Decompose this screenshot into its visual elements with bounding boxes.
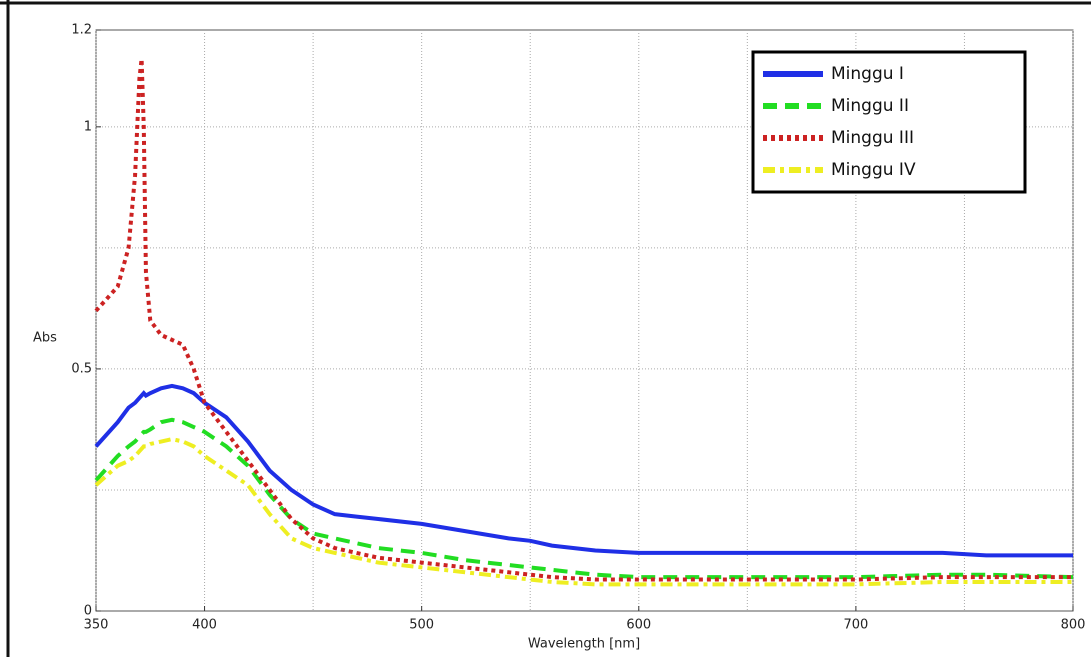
x-tick-label: 700 (843, 618, 868, 633)
y-tick-label: 1 (84, 119, 92, 134)
y-tick-label: 1.2 (71, 23, 92, 38)
x-axis-label: Wavelength [nm] (528, 637, 640, 652)
y-tick-label: 0.5 (71, 361, 92, 376)
x-tick-label: 350 (84, 618, 109, 633)
x-tick-label: 800 (1061, 618, 1086, 633)
legend-label: Minggu IV (831, 160, 916, 180)
legend: Minggu I Minggu II Minggu III Minggu IV (753, 52, 1025, 192)
legend-label: Minggu III (831, 128, 914, 148)
x-tick-label: 400 (192, 618, 217, 633)
legend-label: Minggu II (831, 96, 909, 116)
chart: Abs Wavelength [nm] 0 0.5 1 1.2 350 400 500 600… (0, 0, 1091, 657)
legend-label: Minggu I (831, 64, 904, 84)
y-tick-label: 0 (84, 604, 92, 619)
y-axis-label: Abs (33, 331, 57, 346)
x-tick-label: 600 (626, 618, 651, 633)
x-tick-label: 500 (409, 618, 434, 633)
